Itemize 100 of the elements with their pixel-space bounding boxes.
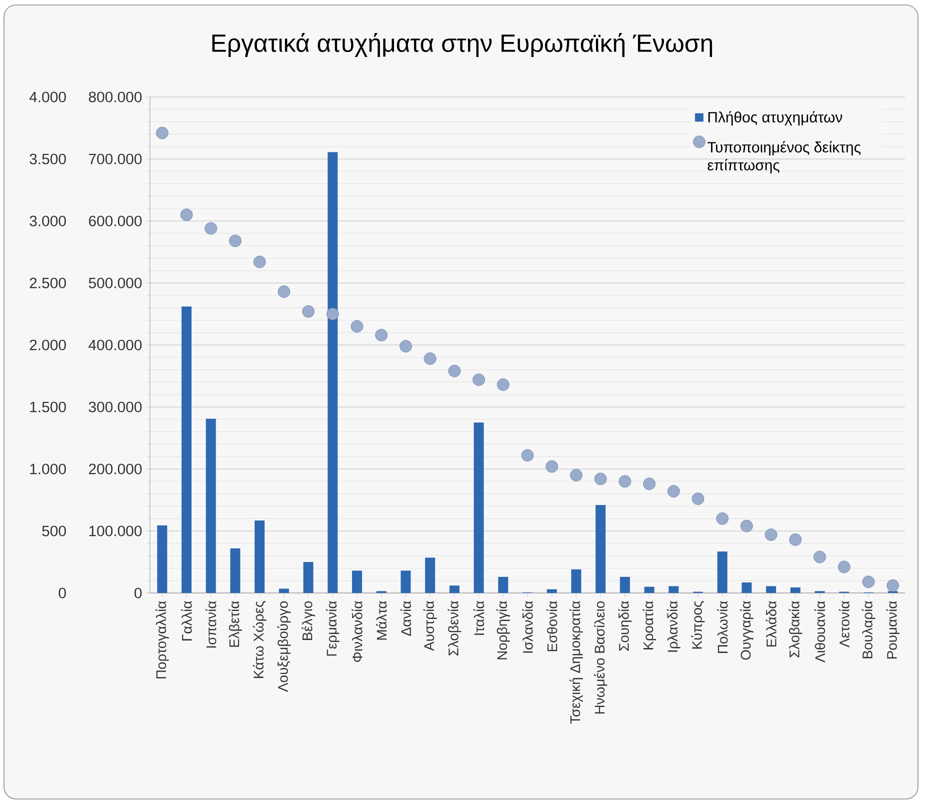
bar bbox=[620, 576, 630, 593]
bar bbox=[449, 586, 460, 593]
y2-tick-label: 2.000 bbox=[30, 340, 66, 350]
point bbox=[521, 449, 534, 462]
point bbox=[692, 492, 704, 505]
point bbox=[180, 208, 193, 221]
point bbox=[302, 305, 315, 318]
x-tick-label: Λουξεμβούργο bbox=[277, 601, 291, 692]
point bbox=[253, 256, 266, 268]
x-tick-label: Δανία bbox=[400, 601, 412, 636]
point bbox=[716, 512, 729, 525]
x-tick-label: Μάλτα bbox=[376, 601, 387, 640]
point bbox=[204, 222, 218, 235]
legend-label: Τυποποιημένος δείκτης επίπτωσης bbox=[708, 141, 861, 174]
point bbox=[448, 364, 461, 378]
x-tick-label: Γαλλία bbox=[181, 601, 192, 640]
x-tick-label: Ισπανία bbox=[206, 601, 216, 648]
bar bbox=[400, 570, 411, 593]
y2-tick-label: 0 bbox=[58, 588, 66, 598]
y2-tick-label: 1.000 bbox=[30, 464, 66, 474]
bar bbox=[278, 588, 289, 593]
x-tick-label: Ισλανδία bbox=[522, 601, 533, 653]
y2-tick-label: 1.500 bbox=[30, 402, 66, 412]
x-tick-label: Ουγγαρία bbox=[740, 601, 754, 660]
x-tick-label: Φινλανδία bbox=[352, 601, 362, 662]
x-tick-label: Κροατία bbox=[642, 601, 656, 650]
bar bbox=[668, 586, 679, 593]
bar bbox=[596, 504, 606, 593]
y2-tick-label: 3.000 bbox=[30, 216, 66, 226]
point bbox=[496, 378, 510, 391]
point bbox=[643, 478, 656, 490]
bar bbox=[571, 569, 582, 593]
bar bbox=[206, 418, 216, 593]
x-tick-label: Ηνωμένο Βασίλειο bbox=[594, 601, 608, 714]
y2-tick-label: 3.500 bbox=[30, 154, 66, 164]
point bbox=[667, 485, 680, 498]
x-tick-label: Γερμανία bbox=[326, 601, 340, 656]
x-tick-label: Πολωνία bbox=[717, 601, 728, 653]
point bbox=[278, 285, 290, 298]
y-tick-label: 300.000 bbox=[88, 402, 142, 412]
x-tick-label: Ρουμανία bbox=[886, 601, 900, 659]
x-tick-label: Πορτογαλλία bbox=[155, 601, 169, 678]
bar bbox=[303, 562, 314, 593]
x-tick-label: Ελλάδα bbox=[766, 601, 776, 647]
point bbox=[838, 560, 850, 574]
x-tick-label: Σλοβενία bbox=[448, 601, 462, 656]
bar bbox=[546, 589, 557, 593]
y-tick-label: 0 bbox=[134, 588, 142, 598]
x-tick-label: Ιταλία bbox=[473, 601, 484, 635]
x-tick-label: Λιθουανία bbox=[814, 601, 826, 662]
point bbox=[814, 550, 826, 564]
bar bbox=[254, 520, 265, 593]
y-tick-label: 400.000 bbox=[88, 340, 142, 350]
bar bbox=[230, 548, 240, 593]
bar bbox=[766, 586, 776, 593]
x-tick-label: Βέλγιο bbox=[302, 601, 316, 640]
point bbox=[862, 576, 875, 588]
chart-title: Εργατικά ατυχήματα στην Ευρωπαϊκή Ένωση bbox=[212, 33, 712, 57]
bar bbox=[644, 586, 654, 593]
x-tick-label: Τσεχική Δημοκρατία bbox=[570, 601, 583, 724]
y-tick-label: 500.000 bbox=[88, 278, 142, 288]
x-tick-label: Αυστρία bbox=[423, 601, 437, 651]
point bbox=[350, 320, 364, 333]
point bbox=[546, 460, 558, 473]
x-tick-label: Ιρλανδία bbox=[666, 601, 680, 652]
point bbox=[740, 520, 753, 532]
x-tick-label: Νορβηγία bbox=[496, 601, 510, 660]
bar bbox=[474, 422, 484, 593]
y-tick-label: 200.000 bbox=[88, 464, 142, 474]
bar bbox=[352, 570, 362, 593]
x-tick-label: Κάτω Χώρες bbox=[252, 601, 266, 678]
y2-tick-label: 500 bbox=[42, 526, 66, 536]
bar bbox=[498, 576, 508, 593]
x-tick-label: Βουλαρία bbox=[862, 601, 876, 658]
y-tick-label: 600.000 bbox=[88, 216, 142, 226]
point bbox=[886, 579, 900, 592]
point bbox=[789, 533, 802, 546]
legend-label: Πλήθος ατυχημάτων bbox=[708, 111, 842, 126]
x-tick-label: Ελβετία bbox=[228, 601, 242, 647]
point bbox=[400, 340, 412, 352]
bar bbox=[425, 558, 436, 593]
x-tick-label: Σουηδία bbox=[618, 601, 632, 651]
bar bbox=[328, 152, 338, 593]
y2-tick-label: 2.500 bbox=[30, 278, 66, 288]
x-tick-label: Εσθονία bbox=[546, 601, 558, 652]
point bbox=[570, 468, 582, 482]
point bbox=[156, 126, 168, 140]
bar bbox=[742, 582, 752, 593]
bar bbox=[717, 551, 728, 593]
y-tick-label: 700.000 bbox=[88, 154, 142, 164]
bar bbox=[182, 306, 192, 593]
point bbox=[375, 328, 388, 342]
point bbox=[326, 308, 339, 320]
point bbox=[424, 352, 436, 365]
y2-tick-label: 4.000 bbox=[29, 92, 66, 102]
bar bbox=[790, 587, 800, 593]
x-tick-label: Κύπρος bbox=[691, 601, 705, 649]
point bbox=[594, 472, 607, 486]
x-tick-label: Λετονία bbox=[838, 601, 850, 648]
y-tick-label: 100.000 bbox=[89, 526, 142, 536]
